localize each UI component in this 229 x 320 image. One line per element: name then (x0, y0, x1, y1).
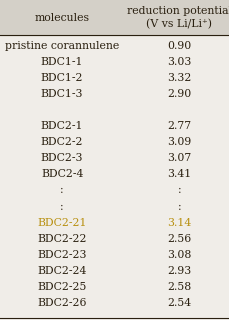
Text: :: : (177, 202, 180, 212)
Text: 2.90: 2.90 (166, 89, 191, 99)
Text: BDC2-4: BDC2-4 (41, 169, 83, 180)
Text: BDC1-3: BDC1-3 (41, 89, 83, 99)
Text: 3.09: 3.09 (166, 137, 191, 147)
Text: :: : (60, 186, 64, 196)
Text: BDC2-25: BDC2-25 (37, 282, 86, 292)
Text: 2.54: 2.54 (167, 298, 191, 308)
Text: BDC2-1: BDC2-1 (41, 121, 83, 131)
Text: 2.58: 2.58 (166, 282, 191, 292)
Text: reduction potential
(V vs Li/Li⁺): reduction potential (V vs Li/Li⁺) (126, 6, 229, 29)
Text: 3.08: 3.08 (166, 250, 191, 260)
Text: 0.90: 0.90 (166, 41, 191, 51)
Text: BDC2-26: BDC2-26 (37, 298, 87, 308)
Text: BDC2-24: BDC2-24 (37, 266, 86, 276)
Text: BDC1-2: BDC1-2 (41, 73, 83, 83)
Text: 3.41: 3.41 (166, 169, 191, 180)
Text: 3.07: 3.07 (166, 153, 191, 163)
Text: pristine corannulene: pristine corannulene (5, 41, 119, 51)
Text: 3.03: 3.03 (166, 57, 191, 67)
Bar (0, 0, 229, 35)
Text: molecules: molecules (34, 12, 89, 23)
Text: BDC2-21: BDC2-21 (37, 218, 87, 228)
Text: 3.14: 3.14 (166, 218, 191, 228)
Text: 2.77: 2.77 (167, 121, 191, 131)
Text: 2.93: 2.93 (166, 266, 191, 276)
Text: BDC2-23: BDC2-23 (37, 250, 87, 260)
Text: BDC2-22: BDC2-22 (37, 234, 87, 244)
Text: BDC2-3: BDC2-3 (41, 153, 83, 163)
Text: :: : (60, 202, 64, 212)
Text: 2.56: 2.56 (166, 234, 191, 244)
Text: :: : (177, 186, 180, 196)
Text: BDC1-1: BDC1-1 (41, 57, 83, 67)
Text: BDC2-2: BDC2-2 (41, 137, 83, 147)
Text: 3.32: 3.32 (166, 73, 191, 83)
